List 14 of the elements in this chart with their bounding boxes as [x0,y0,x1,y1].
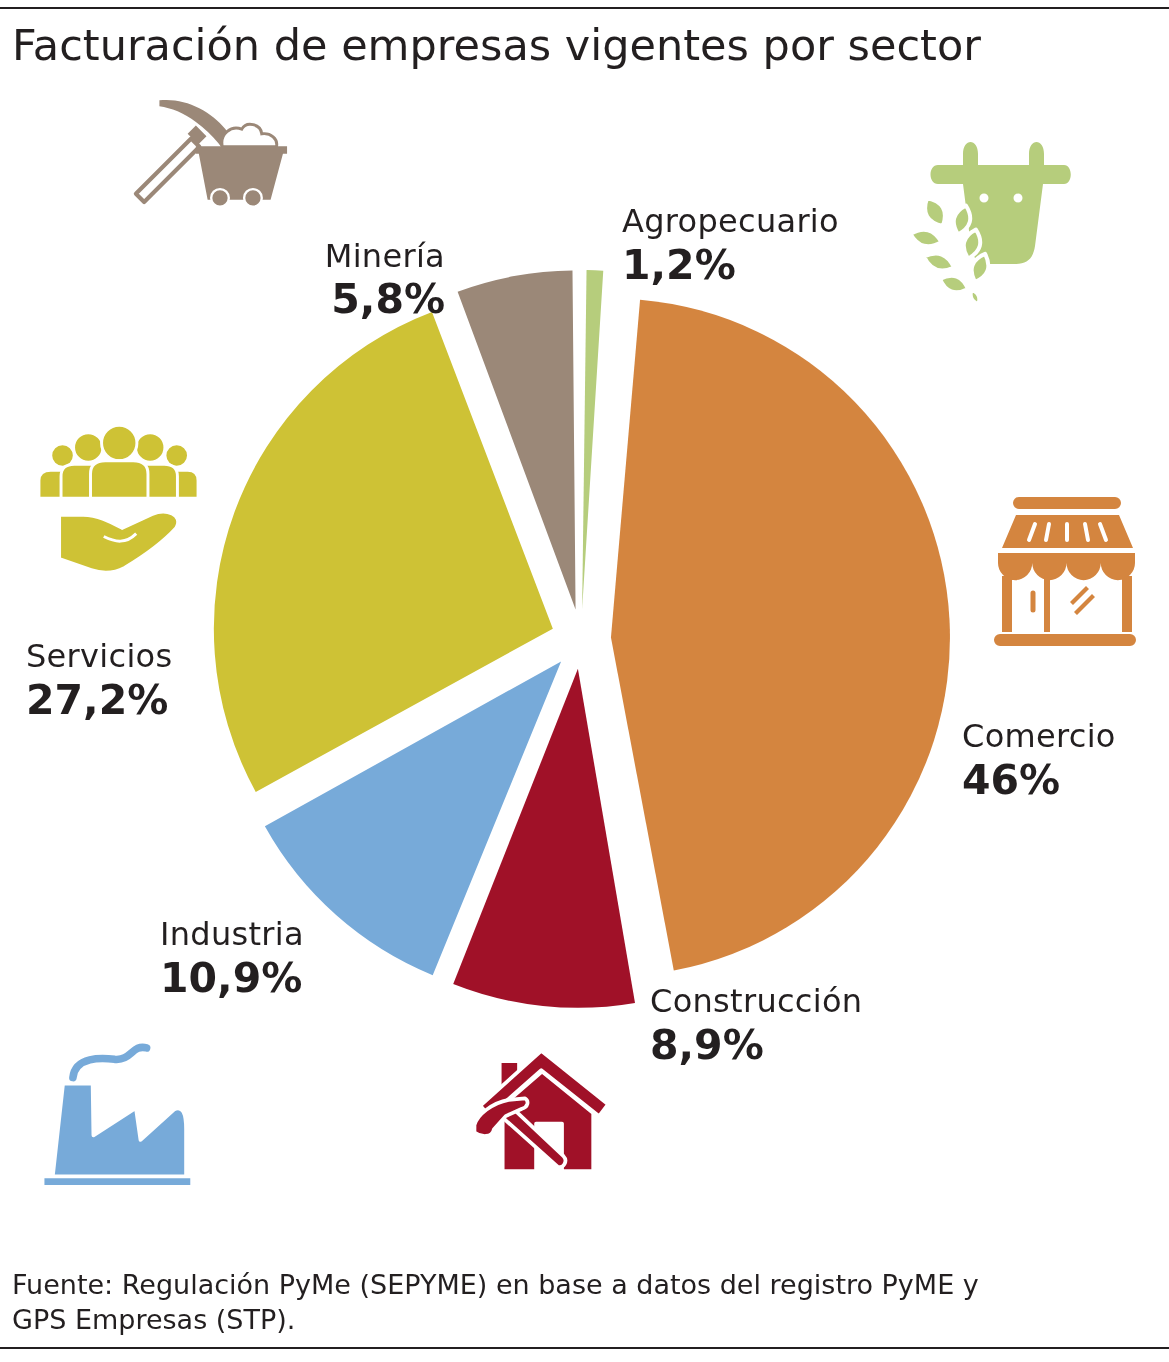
slice-label: Agropecuario [622,202,839,240]
slice-label: Industria [160,915,304,953]
data-label: 8,9% [650,1021,764,1069]
slice-label: Comercio [962,717,1116,755]
data-label: 5,8% [331,275,445,323]
data-label: 1,2% [622,241,736,289]
slice-label: Minería [324,237,445,275]
data-label: 46% [962,756,1061,804]
source-note: Fuente: Regulación PyMe (SEPYME) en base a datos del registro PyME y GPS Empresas (STP). [12,1268,980,1337]
slice-label: Servicios [26,637,173,675]
data-label: 10,9% [160,954,303,1002]
chart-title: Facturación de empresas vigentes por sector [12,20,981,70]
slice-label: Construcción [650,982,863,1020]
data-label: 27,2% [26,676,169,724]
